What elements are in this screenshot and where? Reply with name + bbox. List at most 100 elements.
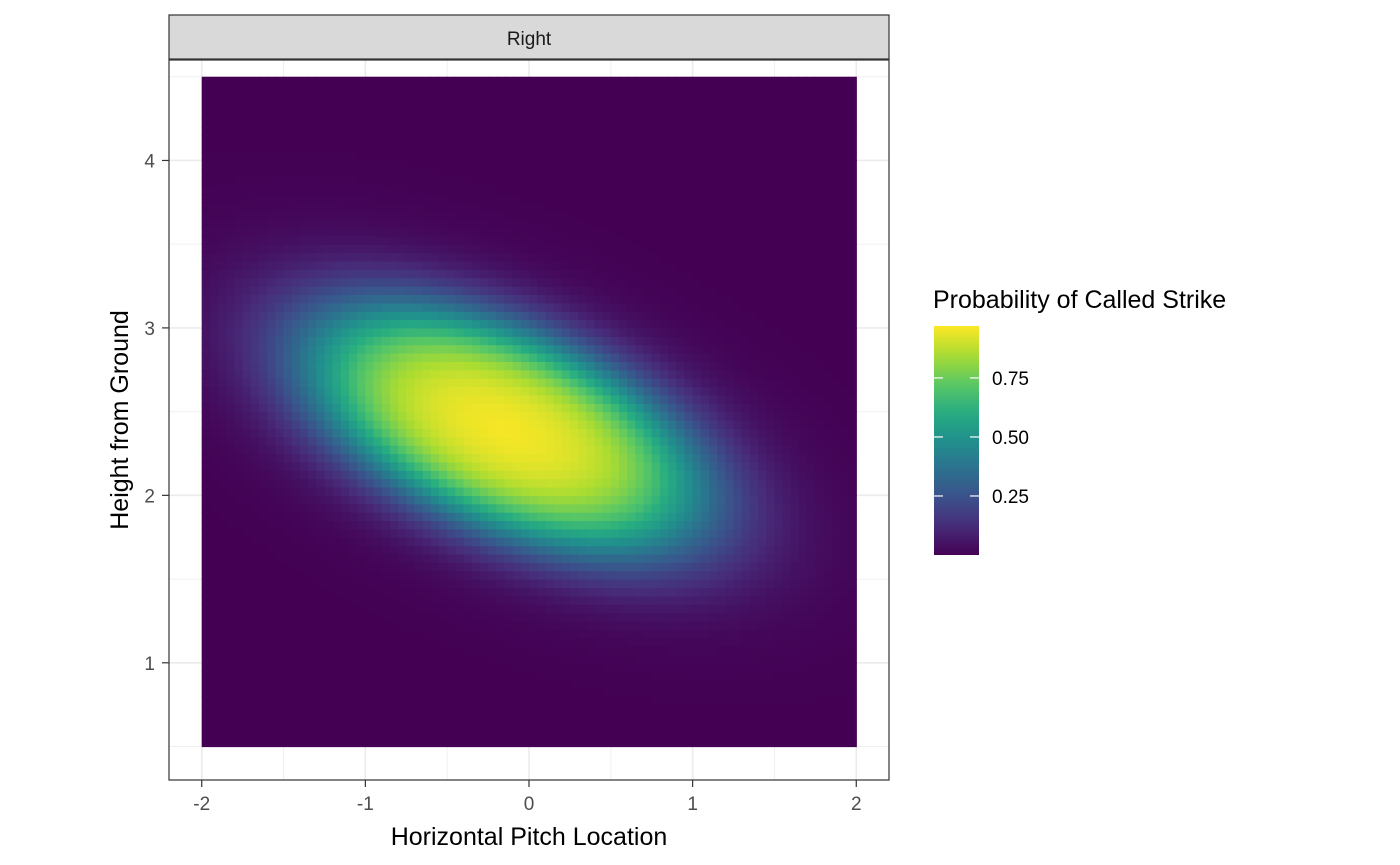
heatmap-tile (610, 495, 620, 505)
heatmap-tile (488, 646, 497, 656)
heatmap-tile (594, 85, 604, 95)
heatmap-tile (201, 168, 211, 178)
heatmap-tile (201, 411, 211, 421)
heatmap-tile (373, 185, 383, 195)
heatmap-tile (520, 662, 530, 672)
heatmap-tile (586, 537, 596, 547)
heatmap-tile (324, 445, 334, 455)
heatmap-tile (651, 193, 661, 203)
heatmap-tile (635, 252, 645, 262)
heatmap-tile (389, 177, 399, 187)
heatmap-tile (201, 76, 211, 86)
heatmap-tile (471, 403, 481, 413)
heatmap-tile (512, 168, 522, 178)
heatmap-tile (684, 637, 694, 647)
heatmap-tile (349, 662, 358, 672)
heatmap-tile (692, 286, 702, 296)
heatmap-tile (201, 470, 211, 480)
heatmap-tile (668, 202, 677, 212)
heatmap-tile (684, 327, 694, 337)
heatmap-tile (365, 570, 375, 580)
heatmap-tile (332, 302, 342, 312)
heatmap-tile (349, 604, 358, 614)
heatmap-tile (471, 453, 481, 463)
heatmap-tile (381, 729, 391, 739)
heatmap-tile (316, 252, 326, 262)
heatmap-tile (455, 244, 465, 254)
heatmap-tile (398, 704, 407, 714)
heatmap-tile (668, 428, 677, 438)
heatmap-tile (455, 428, 465, 438)
heatmap-tile (553, 646, 563, 656)
heatmap-tile (627, 696, 636, 706)
heatmap-tile (553, 235, 563, 245)
heatmap-tile (479, 671, 489, 681)
heatmap-tile (553, 344, 563, 354)
heatmap-tile (455, 294, 465, 304)
heatmap-tile (709, 729, 718, 739)
heatmap-tile (365, 277, 375, 287)
heatmap-tile (357, 612, 366, 622)
heatmap-tile (529, 327, 538, 337)
heatmap-tile (578, 537, 587, 547)
heatmap-tile (553, 101, 563, 111)
heatmap-tile (684, 671, 694, 681)
heatmap-tile (488, 85, 497, 95)
heatmap-tile (209, 336, 219, 346)
heatmap-tile (209, 562, 219, 572)
heatmap-tile (471, 260, 481, 270)
heatmap-tile (365, 110, 375, 120)
heatmap-tile (610, 227, 620, 237)
heatmap-tile (529, 495, 538, 505)
heatmap-tile (635, 495, 645, 505)
heatmap-tile (398, 336, 407, 346)
heatmap-tile (242, 168, 252, 178)
heatmap-tile (659, 687, 669, 697)
heatmap-tile (619, 629, 628, 639)
heatmap-tile (398, 537, 407, 547)
heatmap-tile (479, 110, 489, 120)
heatmap-tile (381, 679, 391, 689)
heatmap-tile (463, 235, 473, 245)
heatmap-tile (398, 168, 407, 178)
heatmap-tile (512, 470, 522, 480)
heatmap-tile (586, 478, 596, 488)
heatmap-tile (234, 461, 244, 471)
heatmap-tile (635, 604, 645, 614)
heatmap-tile (234, 704, 244, 714)
heatmap-tile (668, 361, 677, 371)
heatmap-tile (414, 595, 424, 605)
heatmap-tile (676, 93, 686, 103)
heatmap-tile (209, 252, 219, 262)
heatmap-tile (496, 286, 506, 296)
heatmap-tile (275, 713, 285, 722)
heatmap-tile (700, 118, 710, 128)
heatmap-tile (578, 503, 587, 513)
heatmap-tile (283, 553, 293, 563)
heatmap-tile (389, 93, 399, 103)
heatmap-tile (504, 126, 514, 136)
heatmap-tile (430, 260, 440, 270)
heatmap-tile (627, 537, 636, 547)
heatmap-tile (308, 244, 317, 254)
heatmap-tile (610, 428, 620, 438)
heatmap-tile (430, 528, 440, 538)
heatmap-tile (406, 713, 416, 722)
heatmap-tile (430, 662, 440, 672)
heatmap-tile (291, 168, 301, 178)
heatmap-tile (512, 210, 522, 220)
heatmap-tile (635, 587, 645, 597)
heatmap-tile (373, 545, 383, 555)
heatmap-tile (684, 453, 694, 463)
heatmap-tile (569, 101, 579, 111)
heatmap-tile (398, 294, 407, 304)
heatmap-tile (357, 654, 366, 664)
heatmap-tile (479, 319, 489, 329)
heatmap-tile (373, 704, 383, 714)
heatmap-tile (373, 135, 383, 145)
heatmap-tile (316, 579, 326, 589)
heatmap-tile (569, 76, 579, 86)
heatmap-tile (471, 386, 481, 396)
heatmap-tile (594, 503, 604, 513)
heatmap-tile (692, 185, 702, 195)
